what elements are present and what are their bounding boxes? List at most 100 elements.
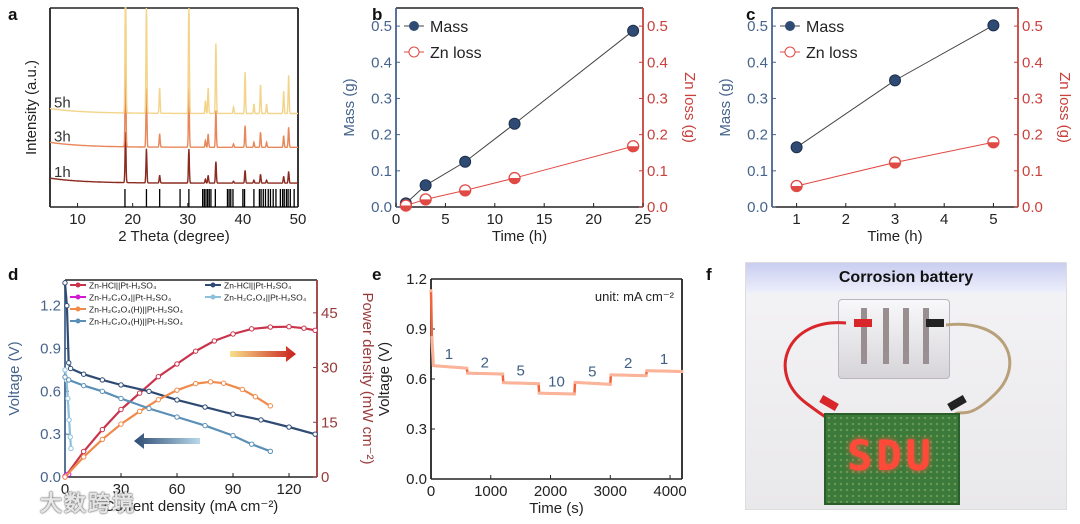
y2-tick-label: 30 — [321, 360, 338, 377]
curve-marker — [62, 280, 68, 286]
curve-marker — [207, 379, 214, 385]
legend-label: Zn-H₂C₂O₄||Pt-H₂SO₄ — [224, 293, 307, 303]
legend-mass-marker — [785, 21, 795, 31]
chart-c: 1 2 3 4 5 0.0 0.1 0.2 0.3 0.4 0.5 0.0 0.1 0.2 0.3 0.4 0.… — [717, 7, 1073, 245]
series-label: 5h — [54, 94, 71, 111]
mass-point — [987, 19, 1000, 32]
voltage-marker — [536, 382, 541, 386]
curve-marker — [80, 448, 87, 455]
curve-marker — [248, 326, 255, 332]
current-step-label: 1 — [445, 346, 453, 363]
unit-annotation: unit: mA cm⁻² — [595, 289, 675, 304]
legend-zn-loss: Zn loss — [806, 45, 858, 62]
curve-marker — [286, 424, 292, 430]
led-text: SDU — [847, 431, 935, 480]
y2-tick-label: 0.0 — [647, 199, 668, 216]
legend-marker — [75, 318, 81, 324]
mass-point — [459, 155, 472, 168]
y-tick-label: 0.5 — [371, 18, 392, 35]
battery-cell — [838, 299, 950, 379]
x-tick-label: 1 — [792, 211, 800, 228]
curve-marker — [68, 445, 74, 452]
y2-tick-label: 0.3 — [1022, 90, 1043, 107]
x-axis-title: Time (h) — [867, 228, 922, 245]
corrosion-battery-photo: Corrosion battery SDU — [745, 262, 1067, 510]
y2-tick-label: 45 — [321, 305, 338, 322]
curve-marker — [192, 348, 199, 354]
curve-marker — [239, 386, 246, 393]
y2-tick-label: 0.1 — [1022, 163, 1043, 180]
x-tick-label: 10 — [69, 211, 86, 228]
curve-marker — [62, 367, 68, 373]
xrd-pattern-3h — [49, 59, 298, 149]
curve-marker — [174, 397, 180, 403]
black-clip — [947, 395, 967, 411]
curve-marker — [286, 323, 292, 330]
curve-marker — [174, 387, 180, 393]
current-step-label: 5 — [516, 363, 524, 380]
curve-marker — [136, 408, 143, 415]
panel-label-c: c — [746, 5, 755, 24]
legend-zn-loss-marker — [408, 46, 420, 58]
curve-marker — [267, 324, 274, 330]
left-arrow-icon — [134, 433, 200, 449]
legend-label: Zn-HCl||Pt-H₂SO₄ — [89, 281, 157, 291]
voltage-marker — [644, 374, 648, 378]
y-tick-label: 0.0 — [40, 469, 61, 486]
x-tick-label: 5 — [989, 211, 997, 228]
y-tick-label: 0.9 — [40, 341, 61, 358]
y-tick-label: 0.3 — [371, 90, 392, 107]
voltage-marker — [680, 369, 684, 374]
voltage-marker — [429, 289, 433, 293]
legend-marker — [75, 306, 81, 312]
y2-tick-label: 0.4 — [1022, 54, 1043, 71]
curve-marker — [301, 325, 307, 331]
x-tick-label: 5 — [441, 211, 449, 228]
y-axis-title: Voltage (V) — [6, 341, 23, 415]
x-tick-label: 3000 — [594, 483, 627, 500]
panel-label-e: e — [372, 265, 381, 284]
x-tick-label: 0 — [392, 211, 400, 228]
x-tick-label: 4 — [940, 211, 948, 228]
y-tick-label: 0.4 — [371, 54, 392, 71]
y2-tick-label: 0.4 — [647, 54, 668, 71]
curve-marker — [118, 406, 124, 413]
curve-marker — [64, 302, 70, 309]
red-clip — [819, 395, 839, 411]
mass-point — [508, 117, 521, 130]
legend-marker — [75, 294, 81, 300]
curve-marker — [66, 360, 72, 366]
y-tick-label: 0.3 — [40, 426, 61, 443]
x-tick-label: 120 — [276, 481, 301, 498]
curve-marker — [202, 404, 208, 410]
curve-marker — [230, 432, 236, 439]
copper-wire — [945, 322, 1012, 417]
electrode — [883, 308, 889, 364]
x-axis-title: Current density (mA cm⁻²) — [104, 498, 279, 515]
curve-marker — [99, 436, 106, 443]
y-axis-title: Intensity (a.u.) — [23, 60, 40, 155]
x-tick-label: 3 — [891, 211, 899, 228]
voltage-marker — [465, 366, 469, 370]
red-clip — [854, 319, 872, 327]
legend-zn-loss: Zn loss — [430, 45, 482, 62]
led-circuit-board — [824, 413, 960, 505]
curve-marker — [155, 373, 162, 380]
photo-title: Corrosion battery — [746, 263, 1066, 293]
x-axis-title: Time (s) — [529, 500, 583, 517]
x-tick-label: 30 — [113, 481, 130, 498]
y-tick-label: 0.4 — [747, 54, 768, 71]
series-label: 1h — [54, 164, 71, 181]
curve-marker — [65, 395, 71, 402]
zn-loss-point-fill — [987, 142, 999, 148]
x-tick-label: 15 — [536, 211, 553, 228]
y-tick-label: 0.1 — [747, 163, 768, 180]
zn-loss-point-fill — [509, 178, 521, 184]
x-tick-label: 60 — [169, 481, 186, 498]
y-tick-label: 0.2 — [747, 127, 768, 144]
panel-label-d: d — [8, 265, 18, 284]
y-axis-title: Mass (g) — [717, 78, 734, 136]
curve-marker — [80, 382, 87, 389]
curve-marker — [118, 395, 124, 402]
